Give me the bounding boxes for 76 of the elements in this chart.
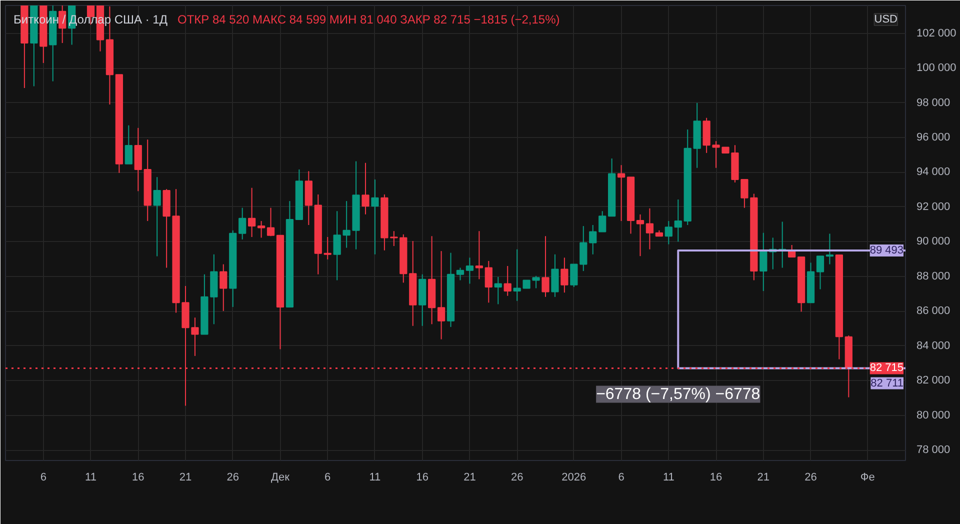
x-tick-label: 11 <box>85 472 96 484</box>
candlestick <box>333 210 341 281</box>
candlestick <box>570 264 578 288</box>
candlestick <box>371 179 379 255</box>
x-tick-label: 26 <box>510 472 524 484</box>
y-tick-label: 98 000 <box>916 96 950 109</box>
candlestick <box>124 124 132 164</box>
candlestick <box>580 226 588 272</box>
x-tick-label: 16 <box>132 472 144 484</box>
data-label: 82 711 <box>870 377 904 390</box>
x-tick-label: 2026 <box>562 472 586 484</box>
candlestick <box>589 224 597 255</box>
candlestick <box>494 276 502 305</box>
candlestick <box>513 248 521 302</box>
candlestick <box>816 256 824 290</box>
candlestick <box>238 207 246 240</box>
y-tick-label: 90 000 <box>916 236 950 248</box>
candlestick <box>466 257 474 284</box>
y-tick-label: 82 000 <box>916 374 950 387</box>
x-tick-label: Фе <box>860 472 875 484</box>
x-tick-label: 26 <box>226 472 239 484</box>
y-tick-label: 88 000 <box>916 270 950 282</box>
x-tick-label: 21 <box>464 472 476 484</box>
candlestick <box>702 117 710 154</box>
ref-line-label: 82 715 <box>870 362 904 374</box>
candlestick <box>437 250 446 340</box>
text: ОТКР 84 520 МАКС 84 599 МИН 81 040 ЗАКР 82 715 −1815 (−2,15%) <box>178 12 560 26</box>
candlestick <box>248 187 256 238</box>
candlestick <box>220 264 228 312</box>
candlestick <box>342 200 350 248</box>
y-tick-label: 92 000 <box>916 200 950 213</box>
x-tick-label: 21 <box>179 472 192 484</box>
y-tick-label: 78 000 <box>916 444 950 456</box>
x-tick-label: 11 <box>369 472 381 484</box>
x-tick-label: Дек <box>271 472 290 484</box>
y-tick-label: 84 000 <box>916 340 950 352</box>
candlestick <box>740 179 748 208</box>
x-tick-label: 6 <box>618 472 624 484</box>
y-tick-label: 86 000 <box>916 305 950 318</box>
candlestick <box>598 210 606 232</box>
candlestick <box>760 232 768 292</box>
candlestick <box>134 127 142 192</box>
y-tick-label: 80 000 <box>916 409 950 422</box>
y-tick-label: 96 000 <box>916 131 950 144</box>
candlestick <box>664 220 672 245</box>
candlestick <box>504 265 512 296</box>
y-tick-label: 100 000 <box>916 62 956 74</box>
candlestick <box>191 317 199 356</box>
x-tick-label: 11 <box>662 472 674 484</box>
x-tick-label: 26 <box>804 472 817 484</box>
candlestick <box>617 164 626 222</box>
x-tick-label: 6 <box>324 472 331 484</box>
annotation: USD <box>874 14 898 26</box>
candlestick <box>636 214 644 257</box>
y-tick-label: 94 000 <box>916 166 950 178</box>
x-tick-label: 16 <box>416 472 428 484</box>
candlestick <box>826 233 834 265</box>
candlestick <box>484 260 492 304</box>
x-tick-label: 16 <box>710 472 722 484</box>
candlestick <box>324 236 332 260</box>
candlestick <box>551 254 559 298</box>
data-label: 89 493 <box>870 244 904 256</box>
candlestick <box>456 267 464 281</box>
candlestick <box>362 162 370 215</box>
x-tick-label: 21 <box>757 472 770 484</box>
candlestick <box>646 208 654 250</box>
annotation: −6778 (−7,57%) −6778 <box>596 386 760 403</box>
y-tick-label: 102 000 <box>916 27 956 40</box>
candlestick <box>266 207 275 237</box>
candlestick <box>257 220 266 238</box>
candlestick <box>475 230 483 280</box>
candlestick <box>560 257 568 294</box>
x-tick-label: 6 <box>40 472 46 484</box>
candlestick <box>674 198 682 242</box>
candlestick <box>542 236 550 298</box>
candlestick <box>153 176 161 257</box>
